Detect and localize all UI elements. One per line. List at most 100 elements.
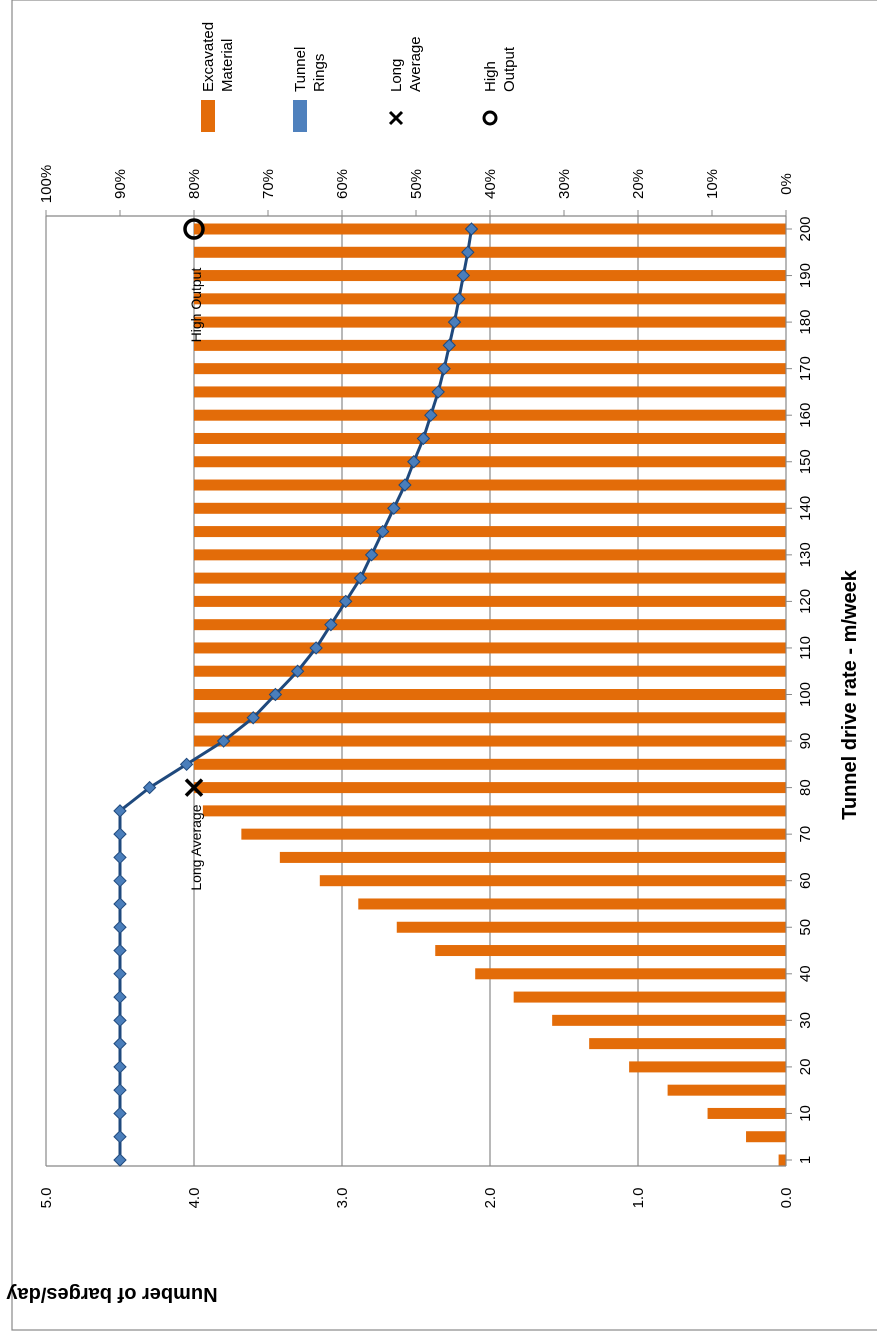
line-point bbox=[113, 1153, 127, 1167]
outer-frame bbox=[11, 0, 877, 1331]
line-point bbox=[113, 990, 127, 1004]
legend-label: Tunnel bbox=[292, 47, 309, 92]
bar bbox=[552, 1014, 786, 1026]
axes bbox=[46, 215, 792, 1167]
x-tick-label: 20 bbox=[797, 1059, 814, 1076]
bar bbox=[194, 270, 786, 282]
x-tick-label: 60 bbox=[797, 872, 814, 889]
bar bbox=[589, 1038, 786, 1050]
legend-label: High bbox=[482, 61, 499, 92]
line-point bbox=[364, 548, 379, 562]
line-point bbox=[216, 734, 231, 748]
line-point bbox=[338, 594, 353, 609]
legend-label: Excavated bbox=[200, 22, 217, 92]
y2-tick-label: 90% bbox=[112, 169, 129, 199]
line-point bbox=[113, 873, 127, 888]
bar bbox=[194, 502, 786, 514]
line-point bbox=[447, 315, 462, 329]
line-point bbox=[113, 1060, 127, 1074]
bar bbox=[319, 875, 786, 887]
y2-tick-label: 30% bbox=[556, 169, 573, 199]
line-point bbox=[452, 292, 466, 306]
line-point bbox=[113, 850, 127, 865]
line-point bbox=[456, 268, 471, 283]
line-point bbox=[113, 1130, 127, 1144]
annotations: Long Average High Output bbox=[183, 218, 205, 891]
legend-o-marker bbox=[482, 110, 498, 126]
bar bbox=[707, 1107, 786, 1119]
bar bbox=[194, 642, 786, 654]
y2-tick-label: 0% bbox=[778, 173, 795, 195]
y2-tick-label: 40% bbox=[482, 169, 499, 199]
y2-tick-label: 10% bbox=[704, 169, 721, 199]
x-tick-label: 130 bbox=[797, 542, 814, 567]
bar bbox=[194, 665, 786, 677]
line-point bbox=[309, 641, 323, 655]
bar bbox=[358, 898, 786, 910]
bar bbox=[194, 549, 786, 561]
line-point bbox=[387, 501, 401, 516]
x-tick-label: 140 bbox=[797, 496, 814, 521]
x-tick-label: 10 bbox=[797, 1105, 814, 1122]
line-point bbox=[324, 617, 338, 632]
x-tick-label: 150 bbox=[797, 449, 814, 474]
x-tick-label: 70 bbox=[797, 826, 814, 843]
x-tick-label: 100 bbox=[797, 682, 814, 707]
legend-swatch bbox=[293, 100, 307, 132]
line-point bbox=[442, 338, 457, 353]
line-point bbox=[113, 1036, 127, 1051]
y2-tick-label: 20% bbox=[630, 169, 647, 199]
y-tick-label: 4.0 bbox=[186, 1188, 203, 1209]
long-average-label: Long Average bbox=[188, 804, 204, 890]
high-output-marker bbox=[183, 218, 205, 240]
line-point bbox=[375, 524, 390, 539]
bar bbox=[194, 758, 786, 770]
bar bbox=[475, 968, 786, 980]
bars bbox=[194, 223, 787, 1166]
x-tick-label: 80 bbox=[797, 779, 814, 796]
bar bbox=[241, 828, 787, 840]
line-series bbox=[113, 222, 479, 1167]
bar bbox=[194, 526, 786, 538]
y-tick-label: 1.0 bbox=[630, 1188, 647, 1209]
bar bbox=[194, 339, 786, 351]
x-tick-label: 110 bbox=[797, 636, 814, 660]
legend: Excavated Material Tunnel Rings Long Average H… bbox=[200, 22, 518, 132]
y-tick-label: 5.0 bbox=[38, 1188, 55, 1209]
bar bbox=[194, 619, 786, 631]
x-tick-label: 40 bbox=[797, 965, 814, 982]
line-point bbox=[179, 757, 194, 772]
bar bbox=[194, 595, 786, 607]
line-point bbox=[113, 967, 127, 981]
x-tick-label: 30 bbox=[797, 1012, 814, 1029]
x-tick-label: 170 bbox=[797, 356, 814, 381]
x-axis-title: Tunnel drive rate - m/week bbox=[839, 569, 861, 820]
x-tick-label: 160 bbox=[797, 403, 814, 428]
line-point bbox=[407, 455, 421, 469]
x-tick-label: 190 bbox=[797, 263, 814, 288]
bar bbox=[194, 479, 786, 491]
bar bbox=[194, 316, 786, 328]
x-tick-label: 120 bbox=[797, 589, 814, 614]
bar bbox=[194, 386, 786, 398]
bar bbox=[746, 1131, 786, 1143]
x-tick-label: 50 bbox=[797, 919, 814, 936]
bar bbox=[629, 1061, 786, 1073]
line-point bbox=[113, 943, 127, 958]
line-point bbox=[246, 711, 260, 725]
bar bbox=[667, 1084, 786, 1096]
y2-tick-label: 70% bbox=[260, 169, 277, 199]
y2-tick-label: 100% bbox=[38, 165, 55, 203]
bar bbox=[778, 1154, 786, 1166]
bar bbox=[194, 432, 786, 444]
legend-label: Rings bbox=[311, 54, 328, 92]
bar bbox=[279, 851, 786, 863]
high-output-label: High Output bbox=[188, 268, 204, 343]
line-point bbox=[142, 780, 157, 795]
bar bbox=[194, 782, 786, 794]
line-point bbox=[437, 361, 451, 376]
line-point bbox=[113, 897, 127, 911]
legend-label: Average bbox=[407, 36, 424, 92]
bar bbox=[396, 921, 786, 933]
y2-tick-label: 80% bbox=[186, 169, 203, 199]
